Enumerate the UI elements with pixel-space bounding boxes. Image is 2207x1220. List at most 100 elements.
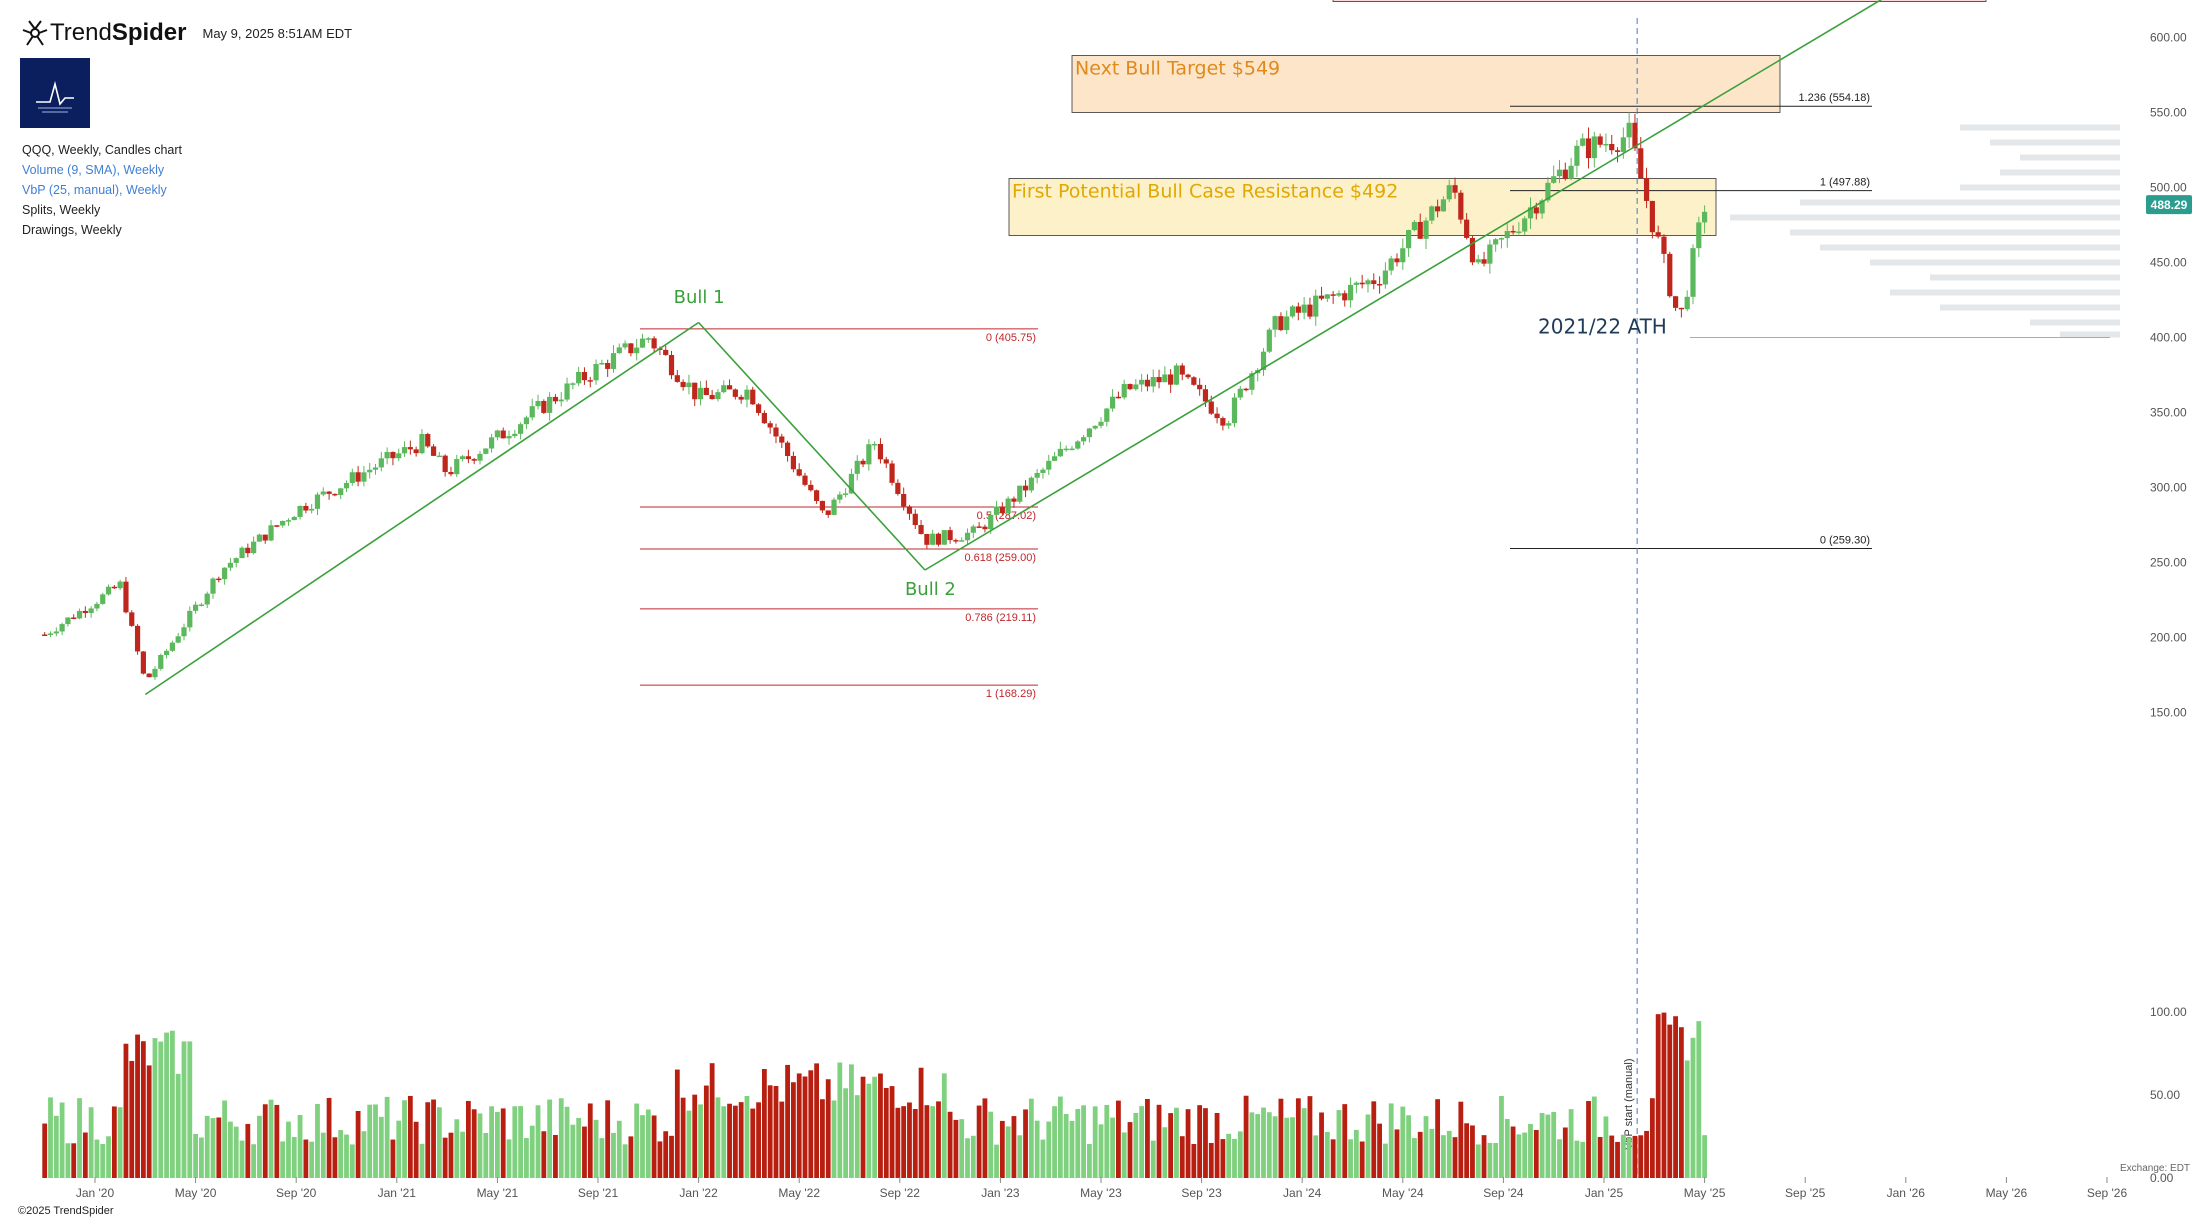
volume-bar (1255, 1114, 1261, 1178)
volume-bar (703, 1085, 709, 1178)
candle-body (129, 612, 135, 626)
candle-body (1156, 377, 1162, 383)
candle-body (1011, 498, 1017, 502)
candle-body (935, 533, 942, 545)
volume-bar (686, 1110, 692, 1178)
volume-bar (1423, 1116, 1429, 1178)
price-tick-label: 450.00 (2150, 256, 2187, 270)
candle-body (88, 608, 94, 614)
vbp-bar (2000, 169, 2120, 176)
candle-body (1435, 206, 1441, 212)
x-tick-label: Sep '26 (2087, 1186, 2128, 1200)
candle-body (1046, 460, 1052, 470)
volume-bar (1499, 1095, 1504, 1178)
candle-body (181, 627, 187, 637)
volume-bar (1214, 1112, 1220, 1178)
candle-body (1243, 388, 1249, 391)
volume-bar (1458, 1101, 1464, 1178)
vbp-bar (1800, 199, 2120, 206)
volume-bar (930, 1106, 936, 1178)
volume-bar (1481, 1135, 1487, 1178)
candle-body (372, 467, 379, 470)
volume-bar (1394, 1129, 1400, 1178)
volume-bar (970, 1135, 976, 1178)
volume-bar (994, 1144, 999, 1178)
volume-bar (245, 1123, 251, 1178)
volume-bar (1046, 1121, 1052, 1178)
candle-body (1034, 472, 1040, 478)
candle-body (541, 400, 547, 413)
candle-body (1545, 182, 1551, 201)
candle-body (401, 447, 408, 454)
volume-bar (1052, 1106, 1057, 1178)
candle-body (1655, 232, 1661, 237)
volume-bar (843, 1088, 849, 1178)
legend-title[interactable]: QQQ, Weekly, Candles chart (22, 143, 183, 157)
candle-body (634, 347, 640, 354)
candle-body (1591, 136, 1597, 159)
candle-body (343, 482, 350, 489)
candle-body (76, 610, 83, 619)
candle-body (285, 520, 292, 522)
volume-bar (135, 1034, 140, 1178)
legend-splits[interactable]: Splits, Weekly (22, 203, 101, 217)
candle-body (338, 488, 344, 496)
candle-body (82, 610, 88, 614)
volume-bar (570, 1124, 576, 1178)
candle-body (773, 427, 779, 437)
candle-body (1139, 379, 1145, 385)
last-price-badge (2146, 195, 2192, 215)
candle-body (465, 456, 471, 460)
last-price-label: 488.29 (2151, 198, 2188, 212)
volume-bar (721, 1106, 727, 1178)
volume-bar (965, 1138, 970, 1178)
fib-label-red: 0 (405.75) (986, 332, 1036, 344)
volume-bar (727, 1103, 732, 1178)
volume-bar (1005, 1126, 1011, 1178)
candle-body (1063, 448, 1069, 451)
candle-body (1522, 218, 1528, 232)
volume-bar (315, 1103, 320, 1178)
candle-body (1272, 316, 1278, 330)
legend-vbp[interactable]: VbP (25, manual), Weekly (22, 183, 167, 197)
candle-body (245, 547, 251, 554)
legend-volume[interactable]: Volume (9, SMA), Weekly (22, 163, 165, 177)
candle-body (314, 494, 321, 509)
volume-bar (1586, 1100, 1591, 1178)
volume-bar (1539, 1112, 1545, 1178)
header: TrendSpider May 9, 2025 8:51AM EDT (20, 18, 352, 48)
volume-bar (1493, 1143, 1499, 1178)
candle-body (558, 399, 564, 402)
trendspider-logo-icon (22, 20, 48, 46)
candle-body (860, 460, 866, 465)
candle-body (564, 383, 570, 400)
candle-body (268, 525, 274, 541)
volume-bar (715, 1097, 721, 1178)
volume-tick-label: 50.00 (2150, 1088, 2180, 1102)
volume-bar (912, 1109, 918, 1178)
candle-body (47, 633, 54, 635)
candle-body (1446, 185, 1452, 200)
candle-body (1051, 456, 1058, 461)
volume-bar (1307, 1096, 1313, 1178)
volume-bar (1278, 1098, 1284, 1178)
vbp-bar (1960, 184, 2120, 191)
price-tick-label: 550.00 (2150, 106, 2187, 120)
volume-bar (761, 1068, 767, 1178)
legend-drawings[interactable]: Drawings, Weekly (22, 223, 122, 237)
volume-bar (547, 1099, 553, 1178)
volume-bar (529, 1125, 535, 1178)
candle-body (1075, 441, 1081, 449)
candle-body (668, 355, 675, 376)
volume-bar (541, 1131, 547, 1178)
candle-body (407, 447, 413, 450)
x-tick-label: Sep '25 (1785, 1186, 1826, 1200)
volume-bar (500, 1108, 506, 1178)
volume-bar (506, 1139, 512, 1178)
trendlines (144, 0, 1883, 696)
candle-body (442, 455, 448, 473)
candle-body (1353, 282, 1359, 285)
candle-body (1080, 437, 1087, 442)
candle-body (320, 491, 326, 495)
